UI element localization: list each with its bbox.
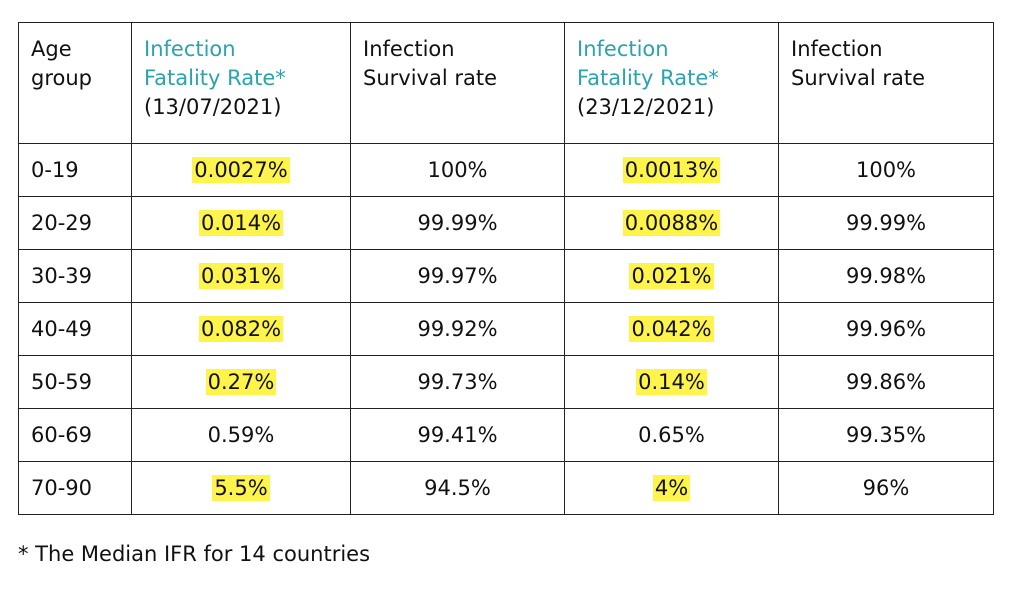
- survival-2021-12-cell: 96%: [778, 461, 994, 515]
- cell-value: 0.0013%: [622, 157, 721, 183]
- ifr-2021-07-cell: 0.59%: [131, 408, 351, 462]
- table-row: 70-90 5.5% 94.5% 4% 96%: [18, 461, 994, 515]
- survival-2021-07-cell: 99.99%: [350, 196, 565, 250]
- age-group-cell: 30-39: [18, 249, 132, 303]
- survival-2021-07-cell: 99.97%: [350, 249, 565, 303]
- survival-2021-12-cell: 99.86%: [778, 355, 994, 409]
- ifr-2021-07-cell: 0.27%: [131, 355, 351, 409]
- header-date: (13/07/2021): [144, 95, 282, 119]
- age-group-cell: 60-69: [18, 408, 132, 462]
- cell-value: 20-29: [31, 211, 93, 235]
- header-line2: Survival rate: [791, 66, 925, 90]
- ifr-table: Age group Infection Fatality Rate* (13/0…: [18, 22, 994, 515]
- ifr-2021-12-cell: 0.65%: [564, 408, 779, 462]
- ifr-2021-07-cell: 0.082%: [131, 302, 351, 356]
- cell-value: 99.86%: [845, 370, 927, 394]
- cell-value: 100%: [855, 158, 917, 182]
- table-row: 60-69 0.59% 99.41% 0.65% 99.35%: [18, 408, 994, 462]
- cell-value: 0.0088%: [622, 210, 721, 236]
- table-row: 50-59 0.27% 99.73% 0.14% 99.86%: [18, 355, 994, 409]
- ifr-2021-07-cell: 5.5%: [131, 461, 351, 515]
- header-ifr-2021-07: Infection Fatality Rate* (13/07/2021): [131, 22, 351, 144]
- age-group-cell: 0-19: [18, 143, 132, 197]
- cell-value: 100%: [427, 158, 488, 182]
- survival-2021-12-cell: 99.98%: [778, 249, 994, 303]
- ifr-2021-12-cell: 0.042%: [564, 302, 779, 356]
- header-line2: Survival rate: [363, 66, 497, 90]
- cell-value: 0-19: [31, 158, 79, 182]
- ifr-2021-07-cell: 0.031%: [131, 249, 351, 303]
- survival-2021-12-cell: 100%: [778, 143, 994, 197]
- cell-value: 99.97%: [417, 264, 498, 288]
- cell-value: 0.014%: [198, 210, 284, 236]
- ifr-2021-12-cell: 0.0088%: [564, 196, 779, 250]
- survival-2021-12-cell: 99.96%: [778, 302, 994, 356]
- survival-2021-07-cell: 99.92%: [350, 302, 565, 356]
- cell-value: 99.73%: [417, 370, 498, 394]
- cell-value: 0.042%: [629, 316, 714, 342]
- header-line1: Infection: [363, 37, 455, 61]
- header-line2: Fatality Rate*: [577, 66, 719, 90]
- header-row: Age group Infection Fatality Rate* (13/0…: [18, 22, 994, 144]
- survival-2021-07-cell: 99.73%: [350, 355, 565, 409]
- table-body: 0-19 0.0027% 100% 0.0013% 100% 20-29 0.014% 99.…: [18, 143, 994, 515]
- header-line2: group: [31, 66, 92, 90]
- header-line1: Age: [31, 37, 72, 61]
- cell-value: 0.031%: [198, 263, 284, 289]
- cell-value: 70-90: [31, 476, 93, 500]
- header-ifr-2021-12: Infection Fatality Rate* (23/12/2021): [564, 22, 779, 144]
- cell-value: 0.27%: [205, 369, 277, 395]
- table-row: 20-29 0.014% 99.99% 0.0088% 99.99%: [18, 196, 994, 250]
- cell-value: 0.021%: [629, 263, 714, 289]
- cell-value: 99.35%: [845, 423, 927, 447]
- header-line1: Infection: [791, 37, 883, 61]
- cell-value: 0.59%: [207, 423, 275, 447]
- cell-value: 94.5%: [424, 476, 491, 500]
- age-group-cell: 70-90: [18, 461, 132, 515]
- survival-2021-07-cell: 100%: [350, 143, 565, 197]
- ifr-2021-07-cell: 0.0027%: [131, 143, 351, 197]
- cell-value: 50-59: [31, 370, 93, 394]
- header-line1: Infection: [577, 37, 669, 61]
- cell-value: 0.65%: [638, 423, 705, 447]
- age-group-cell: 40-49: [18, 302, 132, 356]
- cell-value: 99.92%: [417, 317, 498, 341]
- survival-2021-12-cell: 99.35%: [778, 408, 994, 462]
- cell-value: 0.0027%: [192, 157, 290, 183]
- cell-value: 5.5%: [212, 475, 270, 501]
- header-age-group: Age group: [18, 22, 132, 144]
- age-group-cell: 50-59: [18, 355, 132, 409]
- cell-value: 99.99%: [845, 211, 927, 235]
- footnote: * The Median IFR for 14 countries: [18, 542, 371, 566]
- header-line1: Infection: [144, 37, 236, 61]
- cell-value: 99.98%: [845, 264, 927, 288]
- header-survival-2021-12: Infection Survival rate: [778, 22, 994, 144]
- survival-2021-07-cell: 94.5%: [350, 461, 565, 515]
- cell-value: 4%: [652, 475, 691, 501]
- cell-value: 60-69: [31, 423, 93, 447]
- table-row: 30-39 0.031% 99.97% 0.021% 99.98%: [18, 249, 994, 303]
- ifr-2021-12-cell: 4%: [564, 461, 779, 515]
- table-row: 0-19 0.0027% 100% 0.0013% 100%: [18, 143, 994, 197]
- cell-value: 99.41%: [417, 423, 498, 447]
- cell-value: 0.082%: [198, 316, 284, 342]
- ifr-2021-07-cell: 0.014%: [131, 196, 351, 250]
- cell-value: 99.99%: [417, 211, 498, 235]
- ifr-2021-12-cell: 0.14%: [564, 355, 779, 409]
- table-row: 40-49 0.082% 99.92% 0.042% 99.96%: [18, 302, 994, 356]
- survival-2021-07-cell: 99.41%: [350, 408, 565, 462]
- header-line2: Fatality Rate*: [144, 66, 286, 90]
- survival-2021-12-cell: 99.99%: [778, 196, 994, 250]
- cell-value: 96%: [862, 476, 910, 500]
- ifr-2021-12-cell: 0.021%: [564, 249, 779, 303]
- cell-value: 0.14%: [636, 369, 707, 395]
- header-survival-2021-07: Infection Survival rate: [350, 22, 565, 144]
- cell-value: 30-39: [31, 264, 93, 288]
- age-group-cell: 20-29: [18, 196, 132, 250]
- cell-value: 40-49: [31, 317, 93, 341]
- header-date: (23/12/2021): [577, 95, 715, 119]
- cell-value: 99.96%: [845, 317, 927, 341]
- ifr-2021-12-cell: 0.0013%: [564, 143, 779, 197]
